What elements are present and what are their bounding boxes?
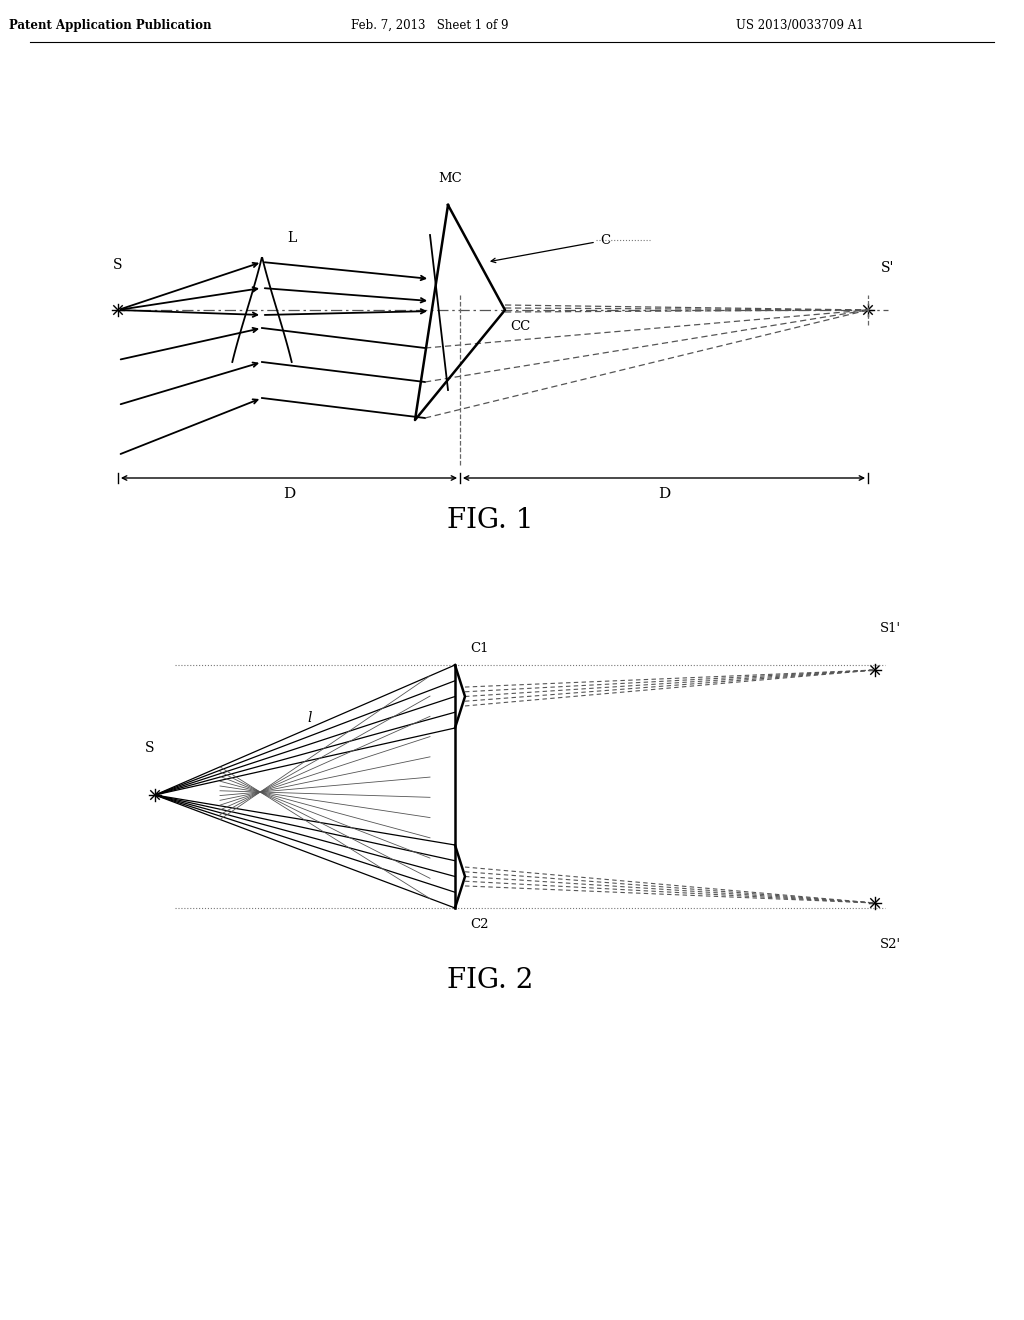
Text: D: D [283,487,295,502]
Text: S2': S2' [880,939,901,950]
Text: CC: CC [510,319,530,333]
Text: S': S' [882,261,895,275]
Text: S1': S1' [880,622,901,635]
Text: L: L [288,231,297,246]
Text: l: l [308,711,312,725]
Text: S: S [114,257,123,272]
Text: C1: C1 [470,642,488,655]
Text: FIG. 1: FIG. 1 [446,507,534,533]
Text: C: C [600,234,610,247]
Text: Feb. 7, 2013   Sheet 1 of 9: Feb. 7, 2013 Sheet 1 of 9 [351,18,509,32]
Text: Patent Application Publication: Patent Application Publication [9,18,211,32]
Text: FIG. 2: FIG. 2 [446,966,534,994]
Text: S: S [145,741,155,755]
Text: US 2013/0033709 A1: US 2013/0033709 A1 [736,18,864,32]
Text: MC: MC [438,172,462,185]
Text: C2: C2 [470,917,488,931]
Text: D: D [657,487,670,502]
